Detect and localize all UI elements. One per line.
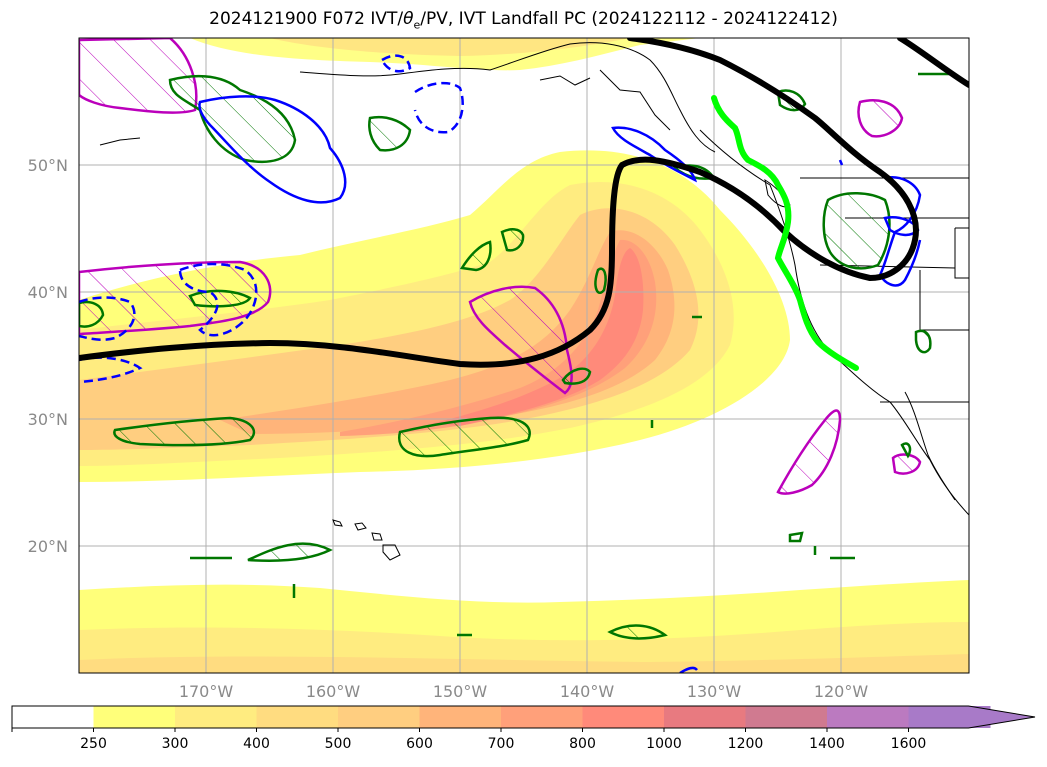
colorbar-segment <box>175 706 257 728</box>
lat-label: 30°N <box>28 410 68 429</box>
colorbar-tick-label: 800 <box>569 736 596 752</box>
colorbar-tick-label: 1600 <box>891 736 927 752</box>
chart-title: 2024121900 F072 IVT/θe/PV, IVT Landfall … <box>209 9 838 32</box>
lat-label: 20°N <box>28 537 68 556</box>
lat-label: 50°N <box>28 156 68 175</box>
colorbar-segment <box>745 706 828 728</box>
colorbar: 250 300 400 500 600 700 800 1000 1200 1400 1600 <box>11 705 1036 752</box>
longitude-labels: 170°W 160°W 150°W 140°W 130°W 120°W <box>179 682 869 701</box>
landfall-line <box>711 95 859 371</box>
lon-label: 170°W <box>179 682 234 701</box>
theta-e-warm-contours <box>79 72 950 640</box>
colorbar-segment <box>664 706 746 728</box>
colorbar-tick-label: 250 <box>80 736 107 752</box>
colorbar-tick-label: 1400 <box>809 736 845 752</box>
pc-contour-line <box>79 38 919 368</box>
colorbar-tick-label: 400 <box>243 736 270 752</box>
lon-label: 120°W <box>814 682 869 701</box>
map-frame <box>78 37 970 674</box>
colorbar-segment <box>338 706 420 728</box>
colorbar-tick-label: 500 <box>325 736 352 752</box>
latitude-labels: 50°N 40°N 30°N 20°N <box>28 156 68 556</box>
colorbar-tick-label: 700 <box>488 736 515 752</box>
lon-label: 140°W <box>560 682 615 701</box>
colorbar-outline <box>11 705 1036 729</box>
colorbar-tick-label: 600 <box>406 736 433 752</box>
colorbar-segment <box>419 706 502 728</box>
lon-label: 160°W <box>306 682 361 701</box>
colorbar-segment <box>93 706 176 728</box>
colorbar-segment <box>827 706 909 728</box>
coastlines <box>99 42 969 561</box>
lon-label: 150°W <box>433 682 488 701</box>
colorbar-segment <box>12 706 94 728</box>
colorbar-segment <box>582 706 665 728</box>
colorbar-segment <box>256 706 339 728</box>
lat-label: 40°N <box>28 283 68 302</box>
colorbar-tick-label: 1200 <box>728 736 764 752</box>
pc-contour-line-north <box>897 38 969 88</box>
colorbar-segment <box>501 706 583 728</box>
colorbar-tick-label: 1000 <box>646 736 682 752</box>
colorbar-tick-label: 300 <box>162 736 189 752</box>
pv-contours <box>79 38 922 495</box>
colorbar-extension <box>908 706 1035 728</box>
lon-label: 130°W <box>687 682 742 701</box>
